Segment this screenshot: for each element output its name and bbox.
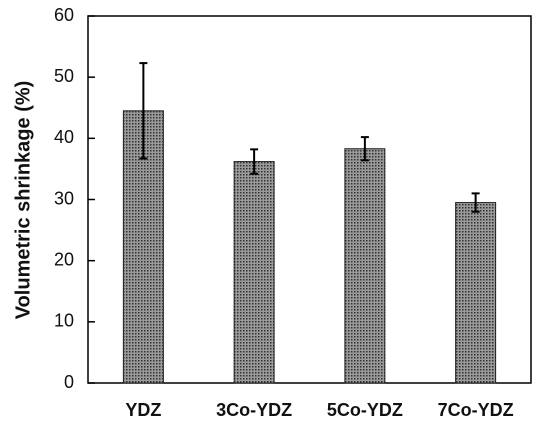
y-tick-label: 20 <box>54 249 74 269</box>
x-tick-label: 5Co-YDZ <box>327 400 403 420</box>
x-tick-label: YDZ <box>125 400 161 420</box>
bar <box>233 161 275 384</box>
bar <box>455 202 497 384</box>
y-tick-label: 30 <box>54 188 74 208</box>
y-tick-label: 50 <box>54 66 74 86</box>
y-tick-label: 10 <box>54 311 74 331</box>
x-tick-label: 7Co-YDZ <box>438 400 514 420</box>
y-tick-label: 0 <box>64 372 74 392</box>
x-tick-label: 3Co-YDZ <box>216 400 292 420</box>
y-axis-label: Volumetric shrinkage (%) <box>12 81 34 320</box>
bar <box>344 148 386 384</box>
y-tick-label: 40 <box>54 127 74 147</box>
y-tick-label: 60 <box>54 5 74 25</box>
